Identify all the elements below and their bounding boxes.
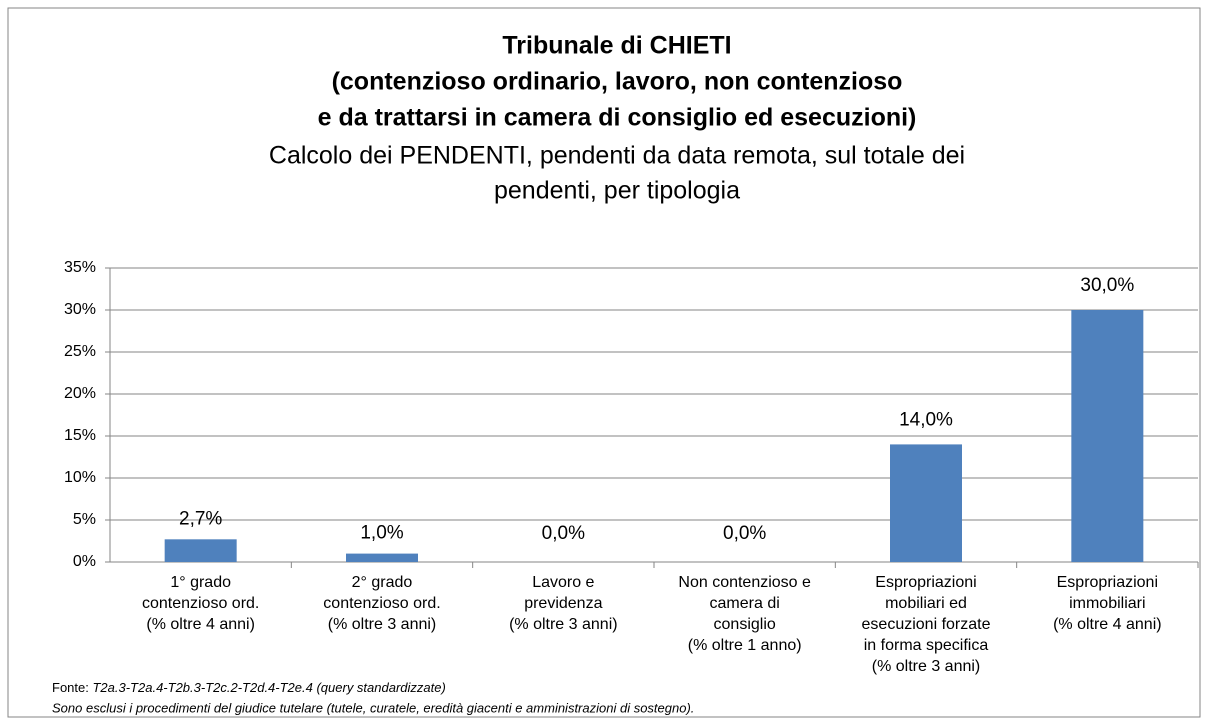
chart-subtitle: pendenti, per tipologia [494, 177, 740, 205]
bar [346, 553, 418, 562]
x-tick-label: (% oltre 3 anni) [509, 616, 618, 633]
source-text: T2a.3-T2a.4-T2b.3-T2c.2-T2d.4-T2e.4 (que… [92, 680, 445, 695]
y-tick-label: 0% [73, 553, 96, 570]
x-tick-label: (% oltre 1 anno) [688, 637, 802, 654]
data-label: 0,0% [723, 523, 766, 544]
x-tick-label: Espropriazioni [875, 574, 976, 591]
bar [890, 444, 962, 562]
x-tick-label: camera di [710, 595, 780, 612]
y-tick-label: 5% [73, 511, 96, 528]
x-tick-label: (% oltre 3 anni) [328, 616, 437, 633]
chart-subtitle: Calcolo dei PENDENTI, pendenti da data r… [269, 142, 965, 170]
chart-frame [7, 7, 1201, 718]
x-tick-label: in forma specifica [864, 637, 989, 654]
y-tick-label: 35% [64, 259, 96, 276]
note: Sono esclusi i procedimenti del giudice … [52, 700, 694, 715]
source: Fonte: T2a.3-T2a.4-T2b.3-T2c.2-T2d.4-T2e… [52, 680, 446, 695]
bar [164, 539, 237, 562]
data-label: 1,0% [360, 523, 403, 544]
x-tick-label: Lavoro e [532, 574, 594, 591]
x-tick-label: immobiliari [1069, 595, 1145, 612]
chart-title: (contenzioso ordinario, lavoro, non cont… [332, 68, 903, 96]
data-label: 30,0% [1080, 275, 1134, 296]
x-tick-label: Non contenzioso e [678, 574, 811, 591]
data-label: 2,7% [179, 508, 222, 529]
x-tick-label: (% oltre 4 anni) [146, 616, 255, 633]
x-tick-label: (% oltre 3 anni) [872, 658, 981, 675]
y-tick-label: 15% [64, 427, 96, 444]
y-tick-label: 30% [64, 301, 96, 318]
x-tick-label: Espropriazioni [1057, 574, 1158, 591]
bar [1071, 310, 1144, 562]
x-tick-label: 2° grado [352, 574, 413, 591]
y-tick-label: 10% [64, 469, 96, 486]
chart-title: Tribunale di CHIETI [502, 32, 731, 60]
x-tick-label: mobiliari ed [885, 595, 967, 612]
x-tick-label: consiglio [714, 616, 776, 633]
y-tick-label: 20% [64, 385, 96, 402]
data-label: 14,0% [899, 409, 953, 430]
y-tick-label: 25% [64, 343, 96, 360]
chart-title: e da trattarsi in camera di consiglio ed… [318, 104, 917, 132]
data-label: 0,0% [542, 523, 585, 544]
x-tick-label: previdenza [524, 595, 602, 612]
x-tick-label: contenzioso ord. [323, 595, 440, 612]
x-tick-label: 1° grado [170, 574, 231, 591]
x-tick-label: esecuzioni forzate [862, 616, 991, 633]
source-label: Fonte: [52, 680, 89, 695]
x-tick-label: contenzioso ord. [142, 595, 259, 612]
x-tick-label: (% oltre 4 anni) [1053, 616, 1162, 633]
